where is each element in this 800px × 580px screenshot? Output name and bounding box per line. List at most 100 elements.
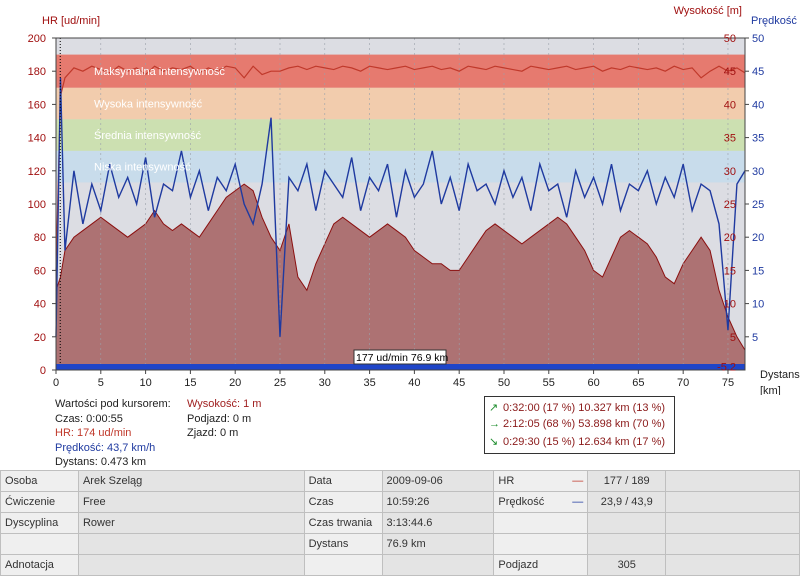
altitude-tick-label: 30 bbox=[724, 166, 736, 178]
altitude-axis-title: Wysokość [m] bbox=[674, 5, 742, 17]
label-osoba: Osoba bbox=[0, 470, 79, 492]
x-axis-unit: [km] bbox=[760, 385, 781, 395]
label-predkosc: Prędkość — bbox=[493, 491, 589, 513]
speed-tick-label: 50 bbox=[752, 33, 764, 45]
hr-tick-label: 140 bbox=[28, 133, 46, 145]
speed-axis-title: Prędkość [ bbox=[751, 15, 800, 27]
hr-tick-label: 180 bbox=[28, 66, 46, 78]
label-hr: HR — bbox=[493, 470, 589, 492]
x-tick-label: 55 bbox=[543, 377, 555, 389]
value-data: 2009-09-06 bbox=[381, 470, 495, 492]
value-podjazd: 305 bbox=[587, 554, 667, 576]
x-tick-label: 40 bbox=[408, 377, 420, 389]
hr-zone-band bbox=[56, 54, 745, 88]
x-tick-label: 15 bbox=[184, 377, 196, 389]
x-tick-label: 10 bbox=[139, 377, 151, 389]
value-dyscyplina: Rower bbox=[77, 512, 305, 534]
gradient-summary-box: ↗ 0:32:00 (17 %) 10.327 km (13 %) → 2:12:0… bbox=[484, 396, 675, 454]
value-hr: 177 / 189 bbox=[587, 470, 667, 492]
altitude-tick-label: 35 bbox=[724, 133, 736, 145]
label-czas: Czas bbox=[303, 491, 383, 513]
hr-zone-label: Maksymalna intensywność bbox=[94, 66, 225, 78]
speed-tick-label: 45 bbox=[752, 66, 764, 78]
value-czas-trwania: 3:13:44.6 bbox=[381, 512, 495, 534]
speed-tick-label: 10 bbox=[752, 299, 764, 311]
hr-tick-label: 0 bbox=[40, 365, 46, 377]
cursor-value-label: 177 ud/min 76.9 km bbox=[353, 349, 448, 365]
distance-bar bbox=[56, 364, 745, 370]
cursor-values-panel-2: Wysokość: 1 m Podjazd: 0 m Zjazd: 0 m bbox=[187, 397, 261, 441]
value-cwiczenie: Free bbox=[77, 491, 305, 513]
x-tick-label: 50 bbox=[498, 377, 510, 389]
hr-tick-label: 120 bbox=[28, 166, 46, 178]
speed-tick-label: 25 bbox=[752, 199, 764, 211]
empty-cell bbox=[381, 554, 495, 576]
speed-tick-label: 35 bbox=[752, 133, 764, 145]
label-podjazd: Podjazd bbox=[493, 554, 589, 576]
cursor-climb: Podjazd: 0 m bbox=[187, 412, 252, 425]
hr-tick-label: 100 bbox=[28, 199, 46, 211]
hr-legend-line-icon: — bbox=[572, 475, 584, 487]
value-dystans: 76.9 km bbox=[381, 533, 495, 555]
cursor-value-box bbox=[353, 349, 447, 365]
label-adnotacja: Adnotacja bbox=[0, 554, 79, 576]
hr-zone-band bbox=[56, 119, 745, 151]
label-dystans: Dystans bbox=[303, 533, 383, 555]
hr-zone-label: Wysoka intensywność bbox=[94, 99, 203, 111]
x-tick-label: 20 bbox=[229, 377, 241, 389]
x-tick-label: 25 bbox=[274, 377, 286, 389]
speed-tick-label: 15 bbox=[752, 265, 764, 277]
hr-zone-label: Średnia intensywność bbox=[94, 129, 202, 142]
altitude-tick-label: 50 bbox=[724, 33, 736, 45]
empty-cell bbox=[77, 533, 305, 555]
cursor-hr: HR: 174 ud/min bbox=[55, 427, 132, 440]
label-dyscyplina: Dyscyplina bbox=[0, 512, 79, 534]
empty-cell bbox=[493, 533, 589, 555]
label-czas-trwania: Czas trwania bbox=[303, 512, 383, 534]
arrow-up-right-icon: ↗ bbox=[489, 402, 499, 414]
hr-zone-band bbox=[56, 87, 745, 120]
altitude-tick-label: 20 bbox=[724, 232, 736, 244]
empty-cell bbox=[665, 491, 800, 513]
altitude-tick-label: 45 bbox=[724, 66, 736, 78]
value-predkosc: 23,9 / 43,9 bbox=[587, 491, 667, 513]
hr-tick-label: 40 bbox=[34, 299, 46, 311]
speed-tick-label: 20 bbox=[752, 232, 764, 244]
empty-cell bbox=[665, 470, 800, 492]
hr-speed-altitude-chart[interactable]: 177 ud/min 76.9 km 020406080100120140160… bbox=[0, 0, 800, 395]
empty-cell bbox=[587, 533, 667, 555]
summary-row-down: ↘ 0:29:30 (15 %) 12.634 km (17 %) bbox=[489, 436, 666, 448]
hr-tick-label: 80 bbox=[34, 232, 46, 244]
altitude-tick-label: 5 bbox=[730, 332, 736, 344]
cursor-values-panel: Wartości pod kursorem: Czas: 0:00:55 HR:… bbox=[55, 397, 171, 470]
arrow-down-right-icon: ↘ bbox=[489, 436, 499, 448]
empty-cell bbox=[665, 512, 800, 534]
cursor-time: Czas: 0:00:55 bbox=[55, 412, 123, 425]
empty-cell bbox=[0, 533, 79, 555]
label-cwiczenie: Ćwiczenie bbox=[0, 491, 79, 513]
arrow-right-icon: → bbox=[489, 418, 500, 430]
empty-cell bbox=[665, 533, 800, 555]
altitude-tick-label: 15 bbox=[724, 265, 736, 277]
hr-zone-band bbox=[56, 150, 745, 183]
workout-info-table: Osoba Arek Szeląg Data 2009-09-06 HR — 17… bbox=[0, 470, 800, 576]
empty-cell bbox=[303, 554, 383, 576]
cursor-altitude: Wysokość: 1 m bbox=[187, 398, 262, 410]
x-tick-label: 70 bbox=[677, 377, 689, 389]
value-adnotacja[interactable] bbox=[77, 554, 305, 576]
altitude-area bbox=[56, 184, 745, 370]
altitude-tick-label: 40 bbox=[724, 99, 736, 111]
x-tick-label: 45 bbox=[453, 377, 465, 389]
label-data: Data bbox=[303, 470, 383, 492]
x-tick-label: 60 bbox=[587, 377, 599, 389]
cursor-descent: Zjazd: 0 m bbox=[187, 427, 239, 440]
value-osoba: Arek Szeląg bbox=[77, 470, 305, 492]
altitude-line bbox=[55, 183, 746, 351]
altitude-tick-label: 10 bbox=[724, 299, 736, 311]
hr-tick-label: 200 bbox=[28, 33, 46, 45]
x-tick-label: 0 bbox=[53, 377, 59, 389]
value-czas: 10:59:26 bbox=[381, 491, 495, 513]
empty-cell bbox=[665, 554, 800, 576]
x-tick-label: 5 bbox=[98, 377, 104, 389]
x-tick-label: 75 bbox=[722, 377, 734, 389]
